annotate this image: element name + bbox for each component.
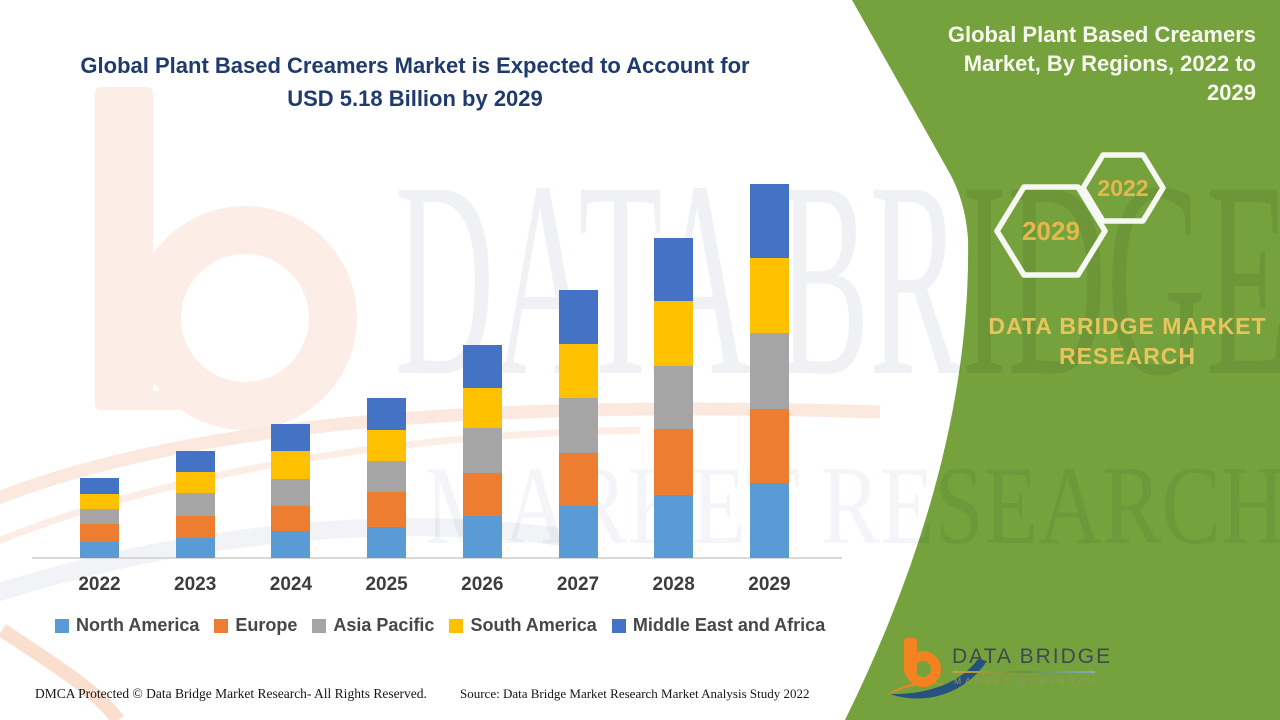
legend-label: Europe xyxy=(235,615,298,635)
legend-swatch xyxy=(312,618,327,633)
legend-label: South America xyxy=(470,615,597,635)
bar-segment-north-america-2027 xyxy=(558,506,598,558)
legend-label: Middle East and Africa xyxy=(632,615,826,635)
source-note: Source: Data Bridge Market Research Mark… xyxy=(460,686,810,701)
x-axis-label-2023: 2023 xyxy=(174,574,217,595)
legend-label: North America xyxy=(76,615,200,635)
legend-label: Asia Pacific xyxy=(333,615,435,635)
bar-segment-asia-pacific-2022 xyxy=(80,509,119,524)
bar-segment-north-america-2029 xyxy=(749,483,789,558)
x-axis-label-2028: 2028 xyxy=(652,574,695,595)
logo-underline xyxy=(953,671,1095,673)
bar-segment-europe-2026 xyxy=(462,473,502,516)
x-axis-label-2026: 2026 xyxy=(461,574,504,595)
logo-mark xyxy=(885,638,987,699)
bar-segment-asia-pacific-2028 xyxy=(654,366,694,429)
x-axis-label-2029: 2029 xyxy=(748,574,791,595)
x-axis-label-2022: 2022 xyxy=(78,574,121,595)
bar-segment-south-america-2026 xyxy=(462,388,502,428)
logo-blue-swoosh xyxy=(890,659,987,699)
watermark-b-bowl xyxy=(133,206,357,430)
legend-swatch xyxy=(214,618,229,633)
hexagon-2022-label: 2022 xyxy=(1097,175,1148,201)
bar-segment-europe-2024 xyxy=(271,506,311,531)
bar-segment-asia-pacific-2029 xyxy=(749,333,789,409)
bar-segment-south-america-2023 xyxy=(175,472,215,493)
bar-segment-south-america-2028 xyxy=(654,301,694,366)
legend-item-asia-pacific: Asia Pacific xyxy=(312,615,434,636)
brand-text-line1: DATA BRIDGE MARKET xyxy=(988,313,1267,339)
hexagon-2029-label: 2029 xyxy=(1022,216,1080,246)
watermark-corner-arc xyxy=(0,624,124,720)
bar-segment-north-america-2028 xyxy=(654,495,694,558)
bar-segment-south-america-2022 xyxy=(80,494,119,509)
bar-segment-asia-pacific-2025 xyxy=(367,461,407,492)
bar-segment-europe-2022 xyxy=(80,524,119,542)
bar-segment-asia-pacific-2024 xyxy=(271,479,311,506)
bar-segment-south-america-2025 xyxy=(367,430,407,461)
brand-text-line2: RESEARCH xyxy=(1058,343,1197,369)
bar-segment-asia-pacific-2026 xyxy=(462,428,502,473)
x-axis-label-2027: 2027 xyxy=(556,574,600,595)
chart-legend: North America Europe Asia Pacific South Ame… xyxy=(55,615,825,636)
bar-segment-north-america-2025 xyxy=(367,527,407,558)
data-bridge-logo: DATA BRIDGE MARKET RESEARCH xyxy=(885,634,1135,709)
bar-segment-europe-2023 xyxy=(175,516,215,538)
x-axis-line xyxy=(32,557,842,559)
legend-item-middle-east-and-africa: Middle East and Africa xyxy=(611,615,826,636)
bar-segment-middle-east-and-africa-2023 xyxy=(175,451,215,472)
legend-swatch xyxy=(55,618,69,633)
bar-segment-middle-east-and-africa-2022 xyxy=(80,478,119,494)
bar-segment-south-america-2027 xyxy=(558,344,598,398)
legend-item-south-america: South America xyxy=(449,615,597,636)
bar-segment-middle-east-and-africa-2025 xyxy=(367,398,407,430)
panel-heading: Global Plant Based Creamers Market, By R… xyxy=(947,22,1256,105)
bar-segment-europe-2029 xyxy=(749,409,789,483)
bar-segment-middle-east-and-africa-2029 xyxy=(749,184,789,258)
bar-segment-north-america-2023 xyxy=(175,538,215,558)
dmca-notice: DMCA Protected © Data Bridge Market Rese… xyxy=(35,686,427,701)
legend-item-europe: Europe xyxy=(214,615,297,636)
bar-segment-europe-2027 xyxy=(558,453,598,506)
bar-segment-europe-2028 xyxy=(654,429,694,495)
bar-segment-middle-east-and-africa-2027 xyxy=(558,290,598,344)
bar-segment-middle-east-and-africa-2024 xyxy=(271,424,311,451)
legend-swatch xyxy=(611,618,626,633)
bar-segment-south-america-2029 xyxy=(749,258,789,333)
bar-segment-middle-east-and-africa-2026 xyxy=(462,345,502,388)
bar-segment-asia-pacific-2027 xyxy=(558,398,598,453)
x-axis-label-2024: 2024 xyxy=(269,574,313,595)
logo-orange-swoosh xyxy=(885,682,947,696)
bar-segment-south-america-2024 xyxy=(271,451,311,479)
x-axis-label-2025: 2025 xyxy=(365,574,408,595)
green-panel-shape xyxy=(845,0,1280,720)
logo-name-text: DATA BRIDGE xyxy=(952,645,1113,668)
bar-segment-north-america-2024 xyxy=(271,531,311,558)
bar-segment-asia-pacific-2023 xyxy=(175,493,215,516)
logo-b-bowl xyxy=(905,651,941,687)
hexagon-2029 xyxy=(994,184,1108,278)
chart-title-line1: Global Plant Based Creamers Market is Ex… xyxy=(80,53,750,78)
chart-title: Global Plant Based Creamers Market is Ex… xyxy=(30,49,800,115)
logo-sub-text: MARKET RESEARCH xyxy=(954,676,1099,686)
bar-segment-north-america-2022 xyxy=(80,542,119,558)
brand-text: DATA BRIDGE MARKET RESEARCH xyxy=(985,311,1270,371)
legend-swatch xyxy=(449,618,464,633)
bar-segment-europe-2025 xyxy=(367,492,407,527)
legend-item-north-america: North America xyxy=(55,615,199,636)
chart-title-line2: USD 5.18 Billion by 2029 xyxy=(287,86,543,111)
hexagon-2022 xyxy=(1080,152,1166,224)
bar-segment-north-america-2026 xyxy=(462,516,502,558)
bar-segment-middle-east-and-africa-2028 xyxy=(654,238,694,301)
